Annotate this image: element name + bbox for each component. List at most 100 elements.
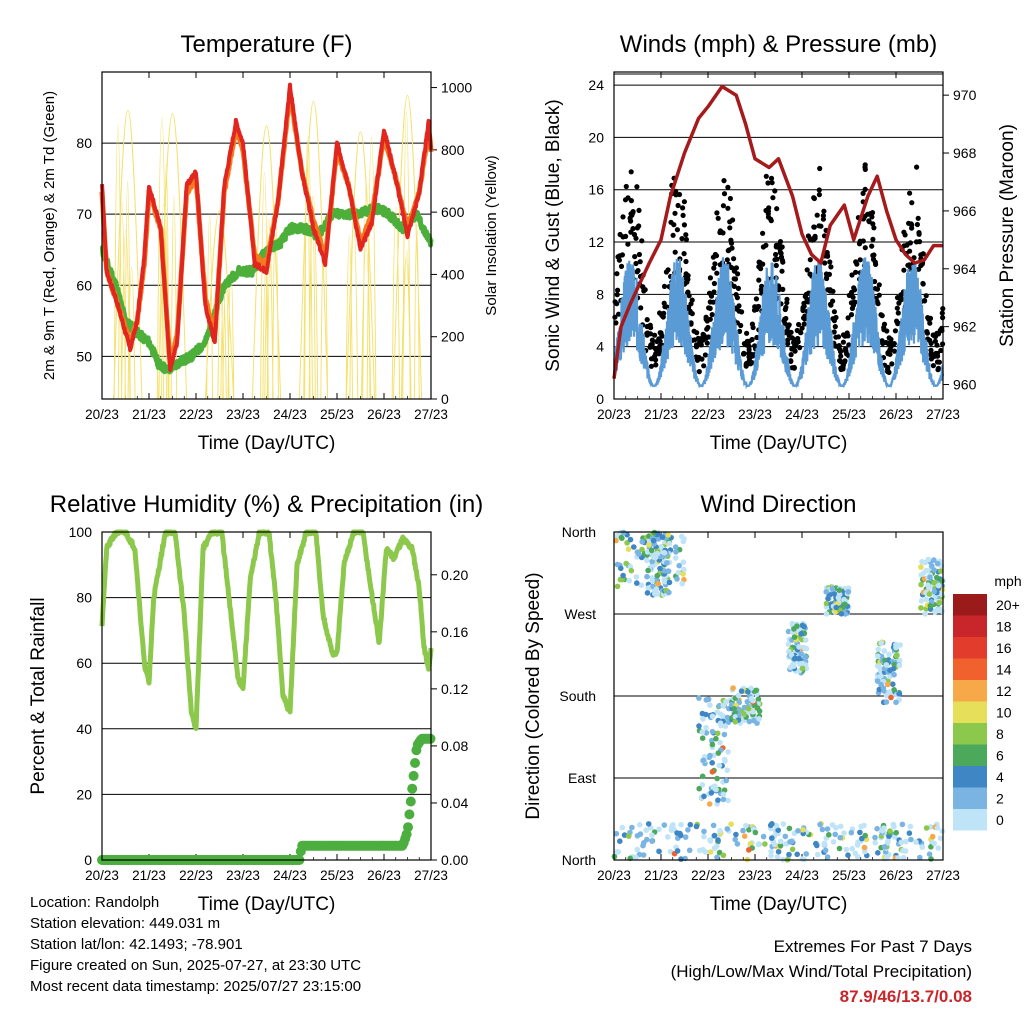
- direction-point: [880, 685, 887, 691]
- gust-point: [871, 225, 877, 231]
- gust-point: [773, 262, 779, 269]
- direction-point: [686, 847, 693, 854]
- x-tick-label: 27/23: [414, 407, 448, 422]
- direction-point: [777, 842, 784, 849]
- gust-point: [843, 348, 849, 354]
- direction-point: [655, 581, 662, 587]
- gust-point: [773, 244, 779, 250]
- direction-point: [734, 841, 741, 847]
- legend-swatch: [953, 594, 987, 616]
- y-tick-label: North: [562, 852, 596, 868]
- legend-label: 10: [996, 705, 1012, 721]
- panel-1: Temperature (F) 20/23 21/23 22/23 23/23 24/23…: [41, 31, 500, 454]
- direction-point: [650, 537, 657, 544]
- gust-point: [674, 227, 681, 233]
- gust-point: [707, 275, 714, 281]
- direction-point: [687, 821, 694, 828]
- y2-tick-label: 966: [953, 203, 977, 219]
- direction-point: [836, 587, 843, 593]
- gust-point: [708, 293, 715, 299]
- direction-point: [785, 628, 792, 635]
- direction-point: [674, 576, 680, 582]
- direction-point: [707, 849, 714, 855]
- gust-point: [823, 271, 830, 277]
- gust-point: [928, 347, 934, 353]
- x-tick-label: 23/23: [738, 868, 772, 883]
- gust-point: [656, 351, 662, 357]
- gust-point: [811, 195, 818, 202]
- station-elevation: Station elevation: 449.031 m: [30, 915, 221, 932]
- gust-point: [820, 216, 827, 222]
- gust-point: [852, 299, 858, 305]
- gust-point: [857, 257, 863, 263]
- station-info: Location: Randolph Station elevation: 44…: [30, 892, 361, 997]
- y2-tick-label: 962: [953, 319, 977, 335]
- direction-point: [857, 829, 863, 836]
- legend-label: 0: [996, 812, 1004, 828]
- gust-point: [909, 200, 915, 206]
- gust-point: [838, 353, 844, 359]
- gust-point: [788, 358, 794, 364]
- direction-point: [918, 564, 924, 570]
- direction-point: [728, 701, 735, 708]
- gust-point: [789, 365, 795, 371]
- direction-point: [926, 591, 933, 597]
- direction-point: [919, 844, 926, 850]
- y2-tick-label: 600: [441, 204, 465, 220]
- panel-title: Wind Direction: [700, 491, 856, 518]
- direction-point: [890, 666, 897, 672]
- gust-point: [927, 320, 933, 326]
- direction-point: [716, 762, 723, 769]
- direction-point: [785, 641, 792, 647]
- gust-point: [657, 310, 663, 316]
- gust-point: [851, 287, 858, 293]
- gust-point: [711, 289, 717, 295]
- direction-point: [878, 673, 884, 679]
- gust-point: [721, 191, 728, 197]
- direction-point: [724, 714, 731, 721]
- direction-point: [800, 827, 806, 833]
- gust-point: [647, 322, 653, 328]
- gust-point: [862, 186, 868, 192]
- direction-point: [645, 821, 652, 827]
- direction-point: [681, 566, 687, 573]
- direction-point: [918, 572, 925, 578]
- gust-point: [872, 286, 878, 292]
- y2-tick-label: 0: [441, 391, 449, 407]
- direction-point: [769, 835, 775, 841]
- gust-point: [709, 312, 715, 318]
- gust-point: [616, 311, 622, 317]
- direction-point: [636, 551, 642, 557]
- direction-point: [931, 567, 937, 573]
- direction-point: [707, 752, 713, 759]
- direction-point: [633, 574, 640, 580]
- direction-point: [849, 845, 855, 852]
- x-tick-label: 21/23: [132, 868, 166, 883]
- gust-point: [926, 316, 932, 322]
- direction-point: [696, 695, 702, 701]
- gust-point: [844, 330, 850, 336]
- direction-point: [631, 544, 637, 550]
- direction-point: [791, 634, 798, 640]
- gust-point: [731, 276, 737, 282]
- y-tick-label: 60: [76, 655, 92, 671]
- direction-point: [913, 839, 919, 845]
- direction-point: [656, 848, 662, 855]
- gust-point: [633, 235, 639, 241]
- direction-point: [830, 839, 837, 845]
- gust-point: [731, 256, 737, 262]
- gust-point: [618, 263, 625, 269]
- y2-tick-label: 800: [441, 142, 465, 158]
- direction-point: [633, 854, 639, 861]
- direction-point: [640, 852, 647, 858]
- direction-point: [738, 688, 745, 694]
- gust-point: [675, 202, 681, 209]
- direction-point: [743, 822, 749, 829]
- x-tick-label: 25/23: [320, 868, 354, 883]
- direction-point: [798, 651, 804, 657]
- gust-point: [765, 208, 772, 214]
- gust-point: [866, 219, 872, 225]
- direction-point: [861, 822, 867, 829]
- direction-point: [929, 833, 936, 840]
- direction-point: [715, 750, 722, 756]
